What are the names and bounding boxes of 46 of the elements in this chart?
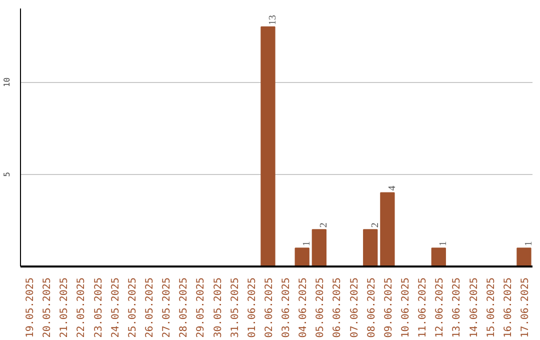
- bar: [312, 229, 326, 266]
- data-label: 2: [318, 222, 330, 228]
- x-tick-label: 28.05.2025: [178, 277, 190, 338]
- bar: [260, 26, 276, 266]
- data-label: 2: [370, 222, 381, 228]
- x-tick-label: 03.06.2025: [281, 277, 292, 338]
- x-tick-label: 26.05.2025: [144, 277, 156, 338]
- x-tick-label: 24.05.2025: [110, 277, 122, 338]
- x-tick-label: 19.05.2025: [25, 277, 36, 338]
- x-tick-label: 27.05.2025: [162, 277, 173, 338]
- x-tick-label: 11.06.2025: [418, 277, 429, 338]
- x-tick-label: 10.06.2025: [400, 277, 412, 338]
- data-label: 13: [267, 14, 278, 25]
- x-tick-label: 16.06.2025: [502, 277, 514, 338]
- data-label: 1: [523, 241, 534, 246]
- bar: [294, 248, 310, 266]
- data-label: 1: [302, 241, 313, 246]
- data-label: 4: [386, 186, 398, 191]
- x-tick-label: 12.06.2025: [434, 277, 446, 338]
- x-tick-label: 01.06.2025: [246, 277, 258, 338]
- bar: [380, 192, 395, 266]
- bar: [363, 229, 378, 266]
- x-tick-label: 17.06.2025: [520, 277, 531, 338]
- x-tick-label: 21.05.2025: [59, 277, 70, 338]
- x-tick-label: 13.06.2025: [452, 277, 463, 338]
- x-tick-label: 04.06.2025: [298, 277, 310, 338]
- x-tick-label: 15.06.2025: [486, 277, 497, 338]
- x-tick-label: 20.05.2025: [42, 277, 54, 338]
- data-label: 1: [438, 241, 450, 246]
- x-tick-label: 23.05.2025: [93, 277, 104, 338]
- x-tick-label: 30.05.2025: [212, 277, 224, 338]
- x-tick-label: 09.06.2025: [383, 277, 394, 338]
- x-tick-label: 29.05.2025: [196, 277, 207, 338]
- x-tick-label: 07.06.2025: [349, 277, 360, 338]
- x-tick-label: 05.06.2025: [315, 277, 326, 338]
- y-tick-label: 5: [2, 172, 12, 177]
- x-tick-label: 25.05.2025: [127, 277, 138, 338]
- y-tick-label: 10: [2, 77, 12, 88]
- x-tick-label: 31.05.2025: [230, 277, 241, 338]
- x-tick-label: 06.06.2025: [332, 277, 344, 338]
- x-tick-label: 02.06.2025: [264, 277, 275, 338]
- x-tick-label: 08.06.2025: [366, 277, 378, 338]
- x-tick-label: 22.05.2025: [76, 277, 88, 338]
- x-tick-label: 14.06.2025: [468, 277, 480, 338]
- bar: [431, 248, 446, 266]
- bar: [516, 248, 532, 266]
